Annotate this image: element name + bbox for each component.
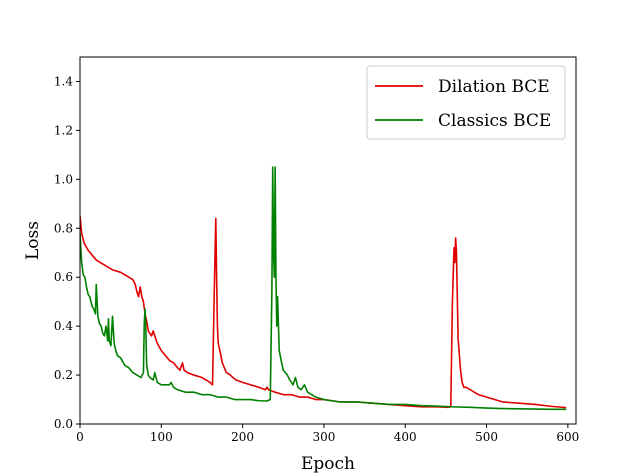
- plot-frame: [79, 56, 577, 425]
- y-tick-label: 0.0: [54, 417, 73, 431]
- y-tick-label: 0.2: [54, 368, 73, 382]
- x-tick-label: 200: [231, 430, 254, 444]
- plot-area: [80, 166, 567, 411]
- y-axis-label: Loss: [23, 221, 43, 260]
- y-tick-label: 0.4: [54, 319, 73, 333]
- y-tick-label: 1.4: [54, 74, 73, 88]
- x-tick-label: 500: [475, 430, 498, 444]
- y-tick-label: 0.6: [54, 270, 73, 284]
- x-tick-label: 100: [150, 430, 173, 444]
- axis-ticks: 0 100 200 300 400 500 600 0.0 0.2 0.4 0.6 0.8 1.0 1.2…: [54, 74, 579, 444]
- legend-label-dilation-bce: Dilation BCE: [438, 77, 550, 97]
- legend: Dilation BCE Classics BCE: [366, 65, 566, 140]
- series-line-dilation-bce: [80, 215, 567, 409]
- x-tick-label: 300: [312, 430, 335, 444]
- y-tick-label: 0.8: [54, 221, 73, 235]
- x-tick-label: 600: [556, 430, 579, 444]
- legend-label-classics-bce: Classics BCE: [438, 111, 551, 131]
- y-tick-label: 1.0: [54, 172, 73, 186]
- x-axis-label: Epoch: [301, 454, 355, 474]
- x-tick-label: 0: [76, 430, 84, 444]
- y-tick-label: 1.2: [54, 123, 73, 137]
- series-line-classics-bce: [80, 166, 567, 411]
- x-tick-label: 400: [394, 430, 417, 444]
